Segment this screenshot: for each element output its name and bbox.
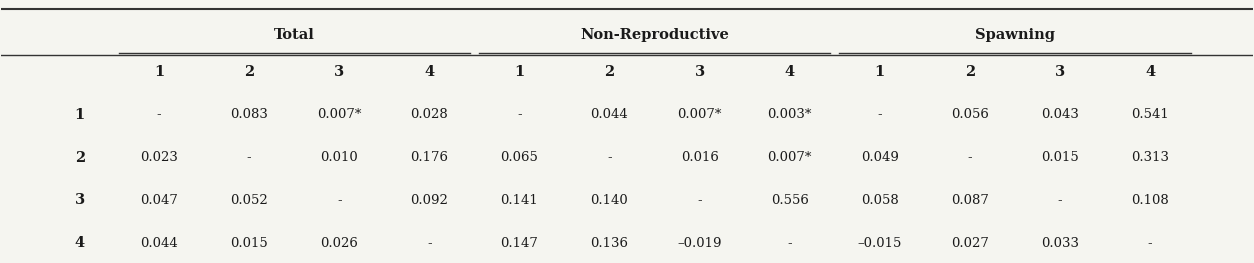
Text: 4: 4	[1145, 65, 1155, 79]
Text: –0.019: –0.019	[677, 237, 722, 250]
Text: -: -	[607, 151, 612, 164]
Text: 0.141: 0.141	[500, 194, 538, 207]
Text: Non-Reproductive: Non-Reproductive	[581, 28, 729, 42]
Text: 0.026: 0.026	[320, 237, 359, 250]
Text: 3: 3	[1055, 65, 1065, 79]
Text: 0.007*: 0.007*	[767, 151, 811, 164]
Text: 0.007*: 0.007*	[317, 108, 361, 121]
Text: 0.056: 0.056	[951, 108, 988, 121]
Text: 0.027: 0.027	[951, 237, 988, 250]
Text: 2: 2	[964, 65, 974, 79]
Text: Total: Total	[273, 28, 315, 42]
Text: 0.010: 0.010	[320, 151, 359, 164]
Text: -: -	[697, 194, 702, 207]
Text: 2: 2	[74, 150, 85, 165]
Text: 0.044: 0.044	[591, 108, 628, 121]
Text: -: -	[788, 237, 793, 250]
Text: 0.541: 0.541	[1131, 108, 1169, 121]
Text: 0.015: 0.015	[1041, 151, 1078, 164]
Text: 0.016: 0.016	[681, 151, 719, 164]
Text: 1: 1	[874, 65, 885, 79]
Text: 0.023: 0.023	[140, 151, 178, 164]
Text: 1: 1	[154, 65, 164, 79]
Text: -: -	[517, 108, 522, 121]
Text: 0.033: 0.033	[1041, 237, 1078, 250]
Text: –0.015: –0.015	[858, 237, 902, 250]
Text: 0.108: 0.108	[1131, 194, 1169, 207]
Text: 0.087: 0.087	[951, 194, 988, 207]
Text: 0.003*: 0.003*	[767, 108, 811, 121]
Text: 4: 4	[424, 65, 434, 79]
Text: -: -	[428, 237, 431, 250]
Text: 0.136: 0.136	[591, 237, 628, 250]
Text: 0.044: 0.044	[140, 237, 178, 250]
Text: 0.147: 0.147	[500, 237, 538, 250]
Text: 4: 4	[785, 65, 795, 79]
Text: 0.065: 0.065	[500, 151, 538, 164]
Text: 3: 3	[695, 65, 705, 79]
Text: 0.043: 0.043	[1041, 108, 1078, 121]
Text: 3: 3	[74, 194, 85, 208]
Text: 0.058: 0.058	[861, 194, 899, 207]
Text: -: -	[337, 194, 341, 207]
Text: 1: 1	[74, 108, 85, 122]
Text: -: -	[1057, 194, 1062, 207]
Text: 0.015: 0.015	[231, 237, 268, 250]
Text: 0.083: 0.083	[231, 108, 268, 121]
Text: 0.052: 0.052	[231, 194, 268, 207]
Text: -: -	[247, 151, 252, 164]
Text: 0.313: 0.313	[1131, 151, 1169, 164]
Text: 2: 2	[604, 65, 614, 79]
Text: 0.028: 0.028	[410, 108, 448, 121]
Text: 4: 4	[74, 236, 85, 250]
Text: 0.176: 0.176	[410, 151, 449, 164]
Text: 0.049: 0.049	[860, 151, 899, 164]
Text: Spawning: Spawning	[974, 28, 1055, 42]
Text: 0.092: 0.092	[410, 194, 448, 207]
Text: 0.047: 0.047	[140, 194, 178, 207]
Text: 0.556: 0.556	[771, 194, 809, 207]
Text: 1: 1	[514, 65, 524, 79]
Text: 2: 2	[245, 65, 255, 79]
Text: 0.140: 0.140	[591, 194, 628, 207]
Text: 0.007*: 0.007*	[677, 108, 722, 121]
Text: 3: 3	[334, 65, 345, 79]
Text: -: -	[1147, 237, 1152, 250]
Text: -: -	[157, 108, 162, 121]
Text: -: -	[968, 151, 972, 164]
Text: -: -	[878, 108, 882, 121]
